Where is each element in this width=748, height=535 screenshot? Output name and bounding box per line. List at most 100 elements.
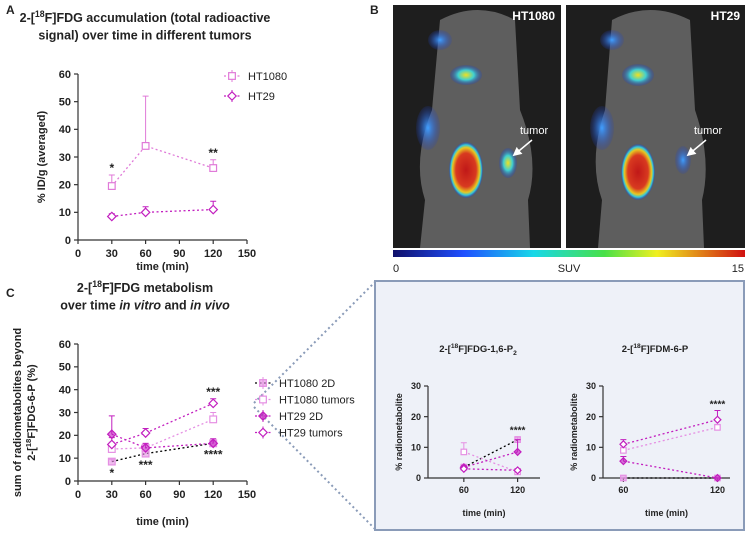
marker [140, 207, 151, 218]
series-line [463, 439, 518, 468]
marker [713, 415, 722, 425]
chart-title: over time in vitro and in vivo [60, 299, 230, 313]
y-tick-label: 40 [59, 385, 71, 397]
marker [513, 466, 522, 475]
uptake [600, 30, 624, 50]
y-tick-label: 30 [59, 152, 71, 164]
x-tick-label: 90 [173, 248, 185, 260]
text-segment: 2-[ [439, 344, 451, 355]
marker [228, 72, 236, 80]
image-label: HT29 [711, 9, 741, 23]
text-segment: 2 [513, 350, 517, 357]
x-tick-label: 120 [204, 489, 222, 501]
y-axis-label-text: % radiometabolite [569, 393, 579, 471]
text-segment: 18 [633, 343, 641, 350]
connector [253, 406, 376, 530]
chart-title: 2-[18F]FDG accumulation (total radioacti… [20, 9, 271, 25]
y-tick-label: 0 [65, 476, 71, 488]
significance: *** [139, 458, 153, 472]
uptake [622, 64, 654, 86]
legend-label: HT1080 [248, 71, 287, 83]
tumor-uptake [499, 148, 517, 178]
annotation: tumor [694, 125, 722, 137]
marker [141, 141, 150, 150]
y-tick-label: 10 [59, 453, 71, 465]
significance: * [109, 161, 114, 175]
y-tick-label: 0 [416, 473, 421, 483]
x-axis-label: time (min) [645, 508, 688, 518]
x-axis-label: time (min) [136, 261, 189, 273]
significance: *** [206, 385, 220, 399]
y-tick-label: 0 [591, 473, 596, 483]
text-segment: and [161, 299, 190, 313]
arrow [686, 139, 707, 157]
x-tick-label: 60 [139, 489, 151, 501]
legend-label: HT1080 2D [279, 378, 335, 390]
uptake [590, 106, 614, 150]
marker [208, 438, 219, 449]
arrow [512, 139, 533, 157]
y-axis-label-text: 2-[18F]FDG-6-P (%) [24, 364, 38, 461]
text-segment: F]FDM-6-P [641, 344, 689, 355]
marker [209, 164, 218, 173]
y-tick-label: 30 [586, 381, 596, 391]
text-segment: F]FDG-1,6-P [458, 344, 514, 355]
text-segment: 18 [451, 343, 459, 350]
y-tick-label: 60 [59, 69, 71, 81]
y-axis-label-text: % radiometabolite [394, 393, 404, 471]
y-tick-label: 10 [59, 207, 71, 219]
significance: ** [209, 146, 219, 160]
chart-title: 2-[18F]FDG metabolism [77, 279, 213, 295]
y-tick-label: 20 [59, 430, 71, 442]
significance: * [109, 466, 114, 480]
significance: **** [710, 400, 726, 411]
marker [107, 457, 116, 466]
text-segment: 2-[ [77, 281, 93, 295]
panel-label: A [6, 3, 15, 17]
x-tick-label: 30 [106, 489, 118, 501]
chart-title: 2-[18F]FDM-6-P [622, 343, 689, 355]
marker [619, 456, 628, 466]
marker [620, 474, 627, 482]
marker [513, 447, 522, 457]
panel-label: C [6, 286, 15, 300]
legend-label: HT29 [248, 91, 275, 103]
inset-box [374, 280, 745, 531]
x-tick-label: 60 [139, 248, 151, 260]
x-axis-label: time (min) [462, 508, 505, 518]
text-segment: F]FDG accumulation (total radioactive [45, 11, 271, 25]
marker [208, 204, 219, 215]
significance: **** [510, 426, 526, 437]
colorbar-max: 15 [732, 263, 744, 275]
series-line [111, 402, 214, 446]
marker [106, 211, 117, 222]
text-segment: in vivo [190, 299, 230, 313]
text-segment: 18 [35, 9, 45, 19]
text-segment: sum of radiometabolites beyond [12, 328, 24, 497]
legend-label: HT1080 tumors [279, 394, 355, 406]
y-tick-label: 40 [59, 124, 71, 136]
body [419, 10, 533, 248]
y-tick-label: 20 [59, 180, 71, 192]
marker [459, 464, 469, 474]
text-segment: F]FDG metabolism [102, 281, 213, 295]
marker [106, 439, 117, 450]
text-segment: % radiometabolite [394, 393, 404, 471]
body [595, 10, 706, 248]
y-axis-label: % radiometabolite [569, 393, 579, 471]
marker [209, 415, 218, 424]
text-segment: % ID/g (averaged) [36, 111, 48, 204]
text-segment: 18 [92, 279, 102, 289]
y-axis-label-text: sum of radiometabolites beyond [12, 328, 24, 497]
panel-label: B [370, 3, 379, 17]
marker [140, 442, 151, 453]
y-axis-label-text: % ID/g (averaged) [36, 111, 48, 204]
chart-title: signal) over time in different tumors [38, 29, 251, 43]
marker [619, 439, 628, 449]
x-tick-label: 120 [204, 248, 222, 260]
marker [713, 473, 722, 483]
colorbar-label: SUV [558, 263, 581, 275]
marker [259, 379, 267, 387]
series-line [463, 451, 518, 468]
text-segment: % radiometabolite [569, 393, 579, 471]
